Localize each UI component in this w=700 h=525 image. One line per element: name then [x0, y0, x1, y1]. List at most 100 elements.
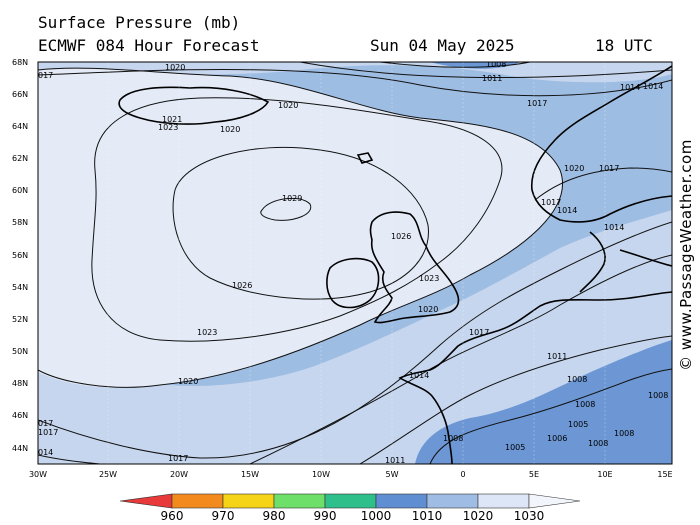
scale-label: 1020 [463, 509, 494, 523]
contour-label: 1008 [443, 434, 463, 443]
lon-tick-label: 0 [460, 470, 465, 479]
scale-label: 980 [263, 509, 286, 523]
lat-tick-label: 60N [12, 186, 28, 195]
ireland-coast [326, 257, 380, 309]
map-frame [37, 61, 673, 465]
scale-swatch [426, 493, 479, 509]
lat-tick-label: 48N [12, 379, 28, 388]
contour-label: 1029 [282, 194, 302, 203]
isobar-1017-north [38, 69, 672, 97]
lat-tick-label: 64N [12, 122, 28, 131]
isobar-1014-south [38, 454, 101, 464]
isobar-1008 [429, 368, 672, 464]
scale-label: 970 [212, 509, 235, 523]
contour-label: 017 [38, 419, 53, 428]
contour-label: 1023 [419, 274, 439, 283]
contour-label: 1008 [575, 400, 595, 409]
contour-label: 1023 [197, 328, 217, 337]
isobar-1017-south [38, 221, 672, 459]
contour-label: 1020 [564, 164, 584, 173]
contour-label: 1014 [643, 82, 663, 91]
isobar-1011 [359, 335, 672, 464]
lon-tick-label: 15E [657, 470, 672, 479]
contour-label: 1023 [158, 123, 178, 132]
contour-label: 1020 [278, 101, 298, 110]
lon-tick-label: 15W [241, 470, 259, 479]
forecast-date: Sun 04 May 2025 [370, 36, 515, 55]
lat-tick-label: 68N [12, 58, 28, 67]
lat-tick-label: 62N [12, 154, 28, 163]
contour-label: 1011 [482, 74, 502, 83]
contour-label: 1020 [220, 125, 240, 134]
contour-label: 1008 [486, 60, 506, 69]
contour-label: 1005 [568, 420, 588, 429]
lat-tick-label: 52N [12, 315, 28, 324]
lat-axis: 68N 66N 64N 62N 60N 58N 56N 54N 52N 50N … [12, 58, 28, 453]
chart-title: Surface Pressure (mb) [38, 13, 241, 32]
lon-tick-label: 10W [312, 470, 330, 479]
contour-label: 1008 [567, 375, 587, 384]
lon-tick-label: 20W [170, 470, 188, 479]
britain-coast [369, 211, 460, 324]
contour-label: 1017 [168, 454, 188, 463]
lon-axis: 30W 25W 20W 15W 10W 5W 0 5E 10E 15E [29, 470, 673, 479]
lon-tick-label: 10E [597, 470, 612, 479]
scale-label: 1030 [514, 509, 545, 523]
pressure-band-1020-1030 [38, 62, 672, 83]
pressure-band-1020-1030-south [38, 210, 672, 464]
isobar-1026 [172, 146, 429, 300]
lon-tick-label: 30W [29, 470, 47, 479]
coastlines [118, 65, 672, 464]
scale-label: 1010 [412, 509, 443, 523]
faroe-islands [356, 152, 374, 164]
contour-label: 1006 [547, 434, 567, 443]
scale-swatch [222, 493, 275, 509]
lat-tick-label: 46N [12, 411, 28, 420]
contour-label: 1008 [588, 439, 608, 448]
contour-label: 1008 [614, 429, 634, 438]
iceland-coast [118, 86, 270, 125]
sweden-denmark-coast [579, 231, 672, 293]
scale-swatch [477, 493, 530, 509]
map-area: 1020 1020 1020 1023 1021 1026 1029 1026 … [38, 60, 672, 465]
isobar-1014-mid [249, 254, 672, 464]
norway-coast [530, 65, 672, 223]
contour-label: 1017 [541, 198, 561, 207]
lat-tick-label: 56N [12, 251, 28, 260]
contour-label: 1014 [620, 83, 640, 92]
lat-tick-label: 50N [12, 347, 28, 356]
color-scale: 960 970 980 990 1000 1010 1020 1030 [119, 493, 581, 523]
scale-label: 1000 [361, 509, 392, 523]
continent-coast [398, 291, 672, 464]
contour-label: 1008 [648, 391, 668, 400]
isobar-1011-north [299, 62, 672, 79]
isobar-1023 [91, 97, 503, 342]
lat-tick-label: 54N [12, 283, 28, 292]
contour-label: 1011 [385, 456, 405, 465]
contour-label: 1020 [165, 63, 185, 72]
isobar-1029 [260, 197, 312, 221]
contour-label: 1005 [505, 443, 525, 452]
contour-label: 1017 [527, 99, 547, 108]
scale-cap-low [119, 493, 173, 509]
contour-label: 1017 [599, 164, 619, 173]
lon-tick-label: 25W [99, 470, 117, 479]
isobars [38, 62, 672, 464]
isobar-1008-north [379, 62, 531, 68]
contour-labels: 1020 1020 1020 1023 1021 1026 1029 1026 … [38, 60, 668, 465]
scale-swatch [273, 493, 326, 509]
forecast-time: 18 UTC [595, 36, 653, 55]
contour-label: 1017 [38, 428, 58, 437]
lon-tick-label: 5W [386, 470, 399, 479]
scale-cap-high [528, 493, 581, 509]
scale-label: 990 [314, 509, 337, 523]
contour-label: 1014 [557, 206, 577, 215]
contour-label: 1020 [178, 377, 198, 386]
contour-label: 1020 [418, 305, 438, 314]
low-pressure-area-north [430, 62, 520, 69]
scale-swatch [324, 493, 377, 509]
forecast-model-label: ECMWF 084 Hour Forecast [38, 36, 260, 55]
contour-label: 014 [38, 448, 53, 457]
contour-label: 1011 [547, 352, 567, 361]
contour-label: 1014 [604, 223, 624, 232]
